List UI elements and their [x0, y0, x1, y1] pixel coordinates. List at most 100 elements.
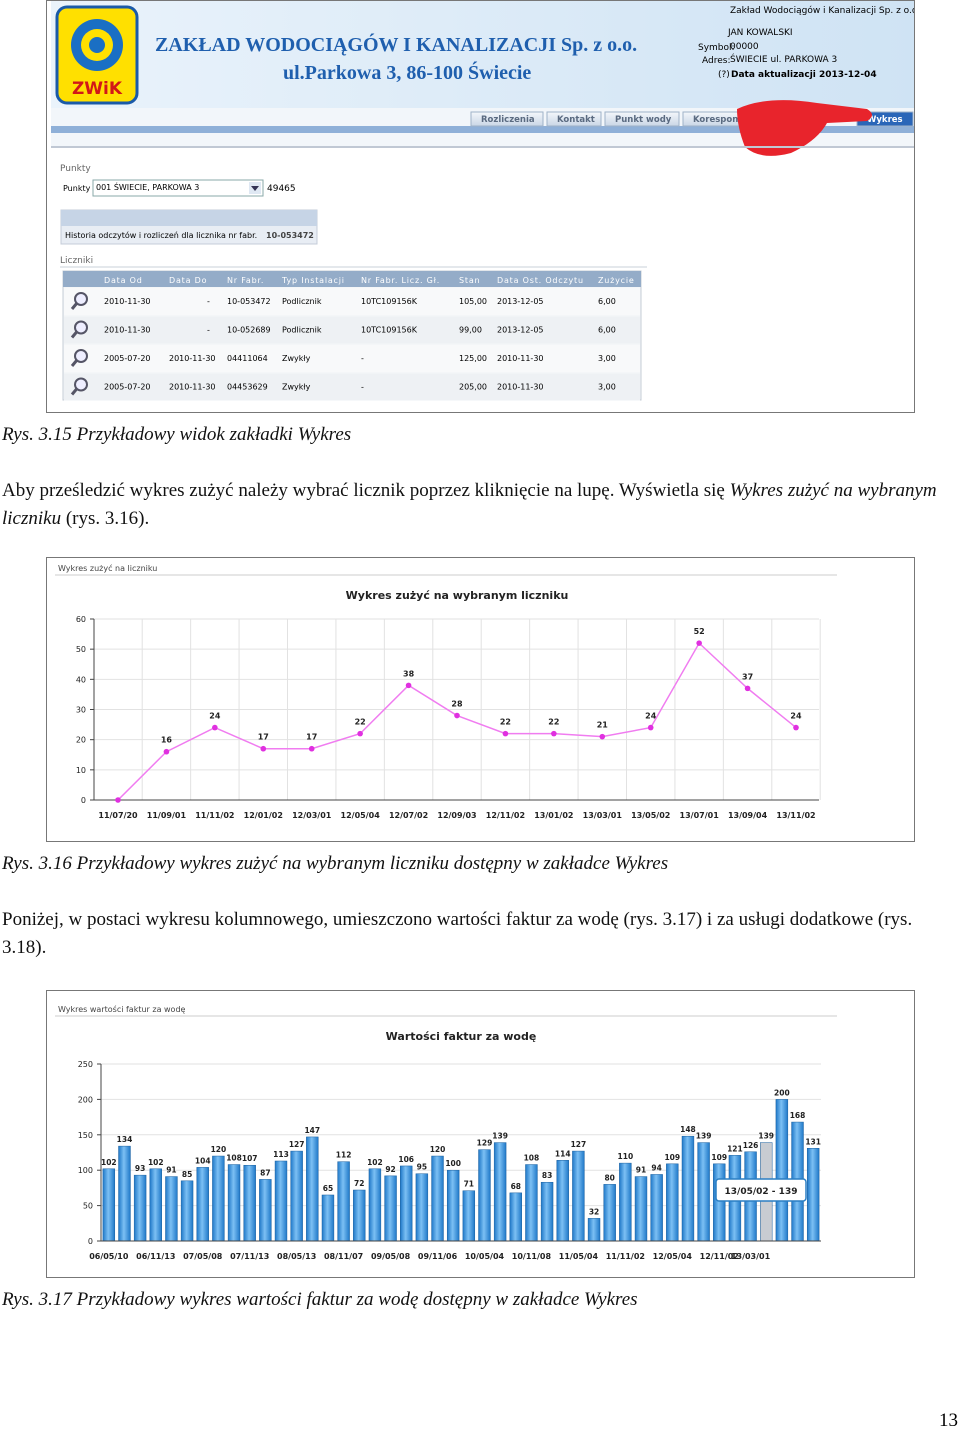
column-header: Typ Instalacji — [281, 276, 345, 285]
data-label: 21 — [597, 721, 609, 730]
points-select[interactable] — [92, 179, 264, 197]
table-cell: 04411064 — [227, 354, 268, 363]
table-cell: 99,00 — [459, 326, 482, 335]
tooltip-text: 13/05/02 - 139 — [725, 1187, 798, 1197]
table-row — [64, 345, 640, 372]
data-label: 102 — [101, 1158, 117, 1167]
bar — [462, 1190, 476, 1242]
y-tick-label: 60 — [76, 615, 86, 624]
x-tick-label: 06/11/13 — [136, 1252, 175, 1261]
info-symbol: 00000 — [730, 42, 759, 52]
table-cell: - — [361, 354, 364, 363]
magnifier-icon[interactable] — [74, 292, 88, 306]
column-header: Nr Fabr. Licz. Gł. — [361, 276, 440, 285]
x-tick-label: 11/09/01 — [147, 811, 187, 820]
bar — [337, 1161, 350, 1242]
meters-section: Liczniki — [60, 256, 93, 266]
data-point — [163, 748, 170, 755]
table-cell: 2013-12-05 — [497, 326, 544, 335]
data-point — [405, 682, 412, 689]
table-cell: Podlicznik — [282, 297, 322, 306]
bar — [493, 1142, 507, 1242]
tab-label: Wykres — [867, 115, 903, 125]
meters-table-header — [63, 271, 641, 287]
info-address-label: Adres: — [702, 56, 730, 66]
column-header: Stan — [459, 276, 480, 285]
data-label: 102 — [148, 1158, 164, 1167]
bar — [227, 1164, 241, 1242]
data-label: 68 — [511, 1182, 521, 1191]
data-point — [744, 685, 751, 692]
data-label: 139 — [696, 1132, 712, 1141]
column-header: Nr Fabr. — [227, 276, 264, 285]
tab-label: Punkt wody — [615, 115, 672, 125]
chart-frame: Wykres zużyć na liczniku Wykres zużyć na … — [46, 557, 915, 842]
data-label: 110 — [618, 1152, 634, 1161]
magnifier-handle — [70, 359, 79, 367]
data-label: 109 — [664, 1153, 680, 1162]
data-label: 131 — [805, 1137, 821, 1146]
data-point — [599, 733, 606, 740]
history-label: Historia odczytów i rozliczeń dla liczni… — [65, 230, 257, 240]
tab[interactable] — [470, 111, 544, 127]
data-label: 95 — [417, 1163, 427, 1172]
table-cell: 2010-11-30 — [497, 383, 544, 392]
table-cell: 10TC109156K — [361, 326, 418, 335]
tab[interactable] — [546, 111, 602, 127]
x-tick-label: 13/05/02 — [631, 811, 670, 820]
magnifier-icon[interactable] — [74, 349, 88, 363]
info-user: JAN KOWALSKI — [727, 28, 793, 38]
header-band — [51, 1, 914, 108]
data-label: 28 — [451, 700, 463, 709]
y-tick-label: 40 — [76, 675, 86, 684]
data-label: 168 — [790, 1111, 806, 1120]
magnifier-icon[interactable] — [74, 320, 88, 335]
data-label: 24 — [209, 712, 221, 721]
data-label: 139 — [758, 1132, 774, 1141]
table-cell: 2010-11-30 — [104, 326, 151, 335]
bar — [368, 1168, 382, 1242]
magnifier-icon[interactable] — [74, 377, 88, 392]
tab[interactable] — [604, 111, 680, 127]
y-tick-label: 30 — [76, 706, 86, 715]
data-label: 114 — [555, 1149, 571, 1158]
y-tick-label: 20 — [76, 736, 86, 745]
data-label: 85 — [182, 1170, 192, 1179]
line-chart: Wykres zużyć na liczniku Wykres zużyć na … — [55, 563, 837, 820]
x-tick-label: 12/03/01 — [292, 811, 332, 820]
data-label: 113 — [273, 1150, 289, 1159]
data-label: 148 — [680, 1125, 696, 1134]
table-cell: Podlicznik — [282, 326, 322, 335]
data-label: 127 — [289, 1140, 305, 1149]
bar — [697, 1142, 710, 1242]
x-tick-label: 12/09/03 — [437, 811, 476, 820]
bar — [666, 1163, 679, 1242]
data-label: 139 — [492, 1132, 508, 1141]
x-tick-label: 08/05/13 — [277, 1252, 316, 1261]
x-tick-label: 13/07/01 — [680, 811, 720, 820]
table-cell: - — [361, 383, 364, 392]
table-cell: 6,00 — [598, 297, 616, 306]
bar — [713, 1163, 726, 1242]
info-updated: Data aktualizacji 2013-12-04 — [731, 70, 877, 80]
table-row — [64, 316, 640, 344]
table-cell: 2013-12-05 — [497, 297, 544, 306]
table-cell: 6,00 — [598, 326, 616, 335]
table-cell: 10TC109156K — [361, 297, 418, 306]
bar — [290, 1150, 303, 1242]
y-tick-label: 0 — [88, 1237, 93, 1246]
x-tick-label: 09/11/06 — [418, 1252, 458, 1261]
data-label: 93 — [135, 1164, 145, 1173]
bar — [353, 1189, 366, 1242]
points-section: Punkty — [60, 164, 91, 174]
data-label: 134 — [117, 1135, 133, 1144]
x-tick-label: 09/05/08 — [371, 1252, 411, 1261]
bar — [431, 1155, 444, 1242]
bar — [102, 1168, 116, 1242]
page-number: 13 — [939, 1410, 958, 1431]
bar — [587, 1218, 601, 1242]
data-label: 80 — [604, 1173, 614, 1182]
chart-title: Wykres zużyć na wybranym liczniku — [346, 589, 569, 602]
data-point — [454, 712, 460, 719]
data-point — [502, 730, 509, 737]
